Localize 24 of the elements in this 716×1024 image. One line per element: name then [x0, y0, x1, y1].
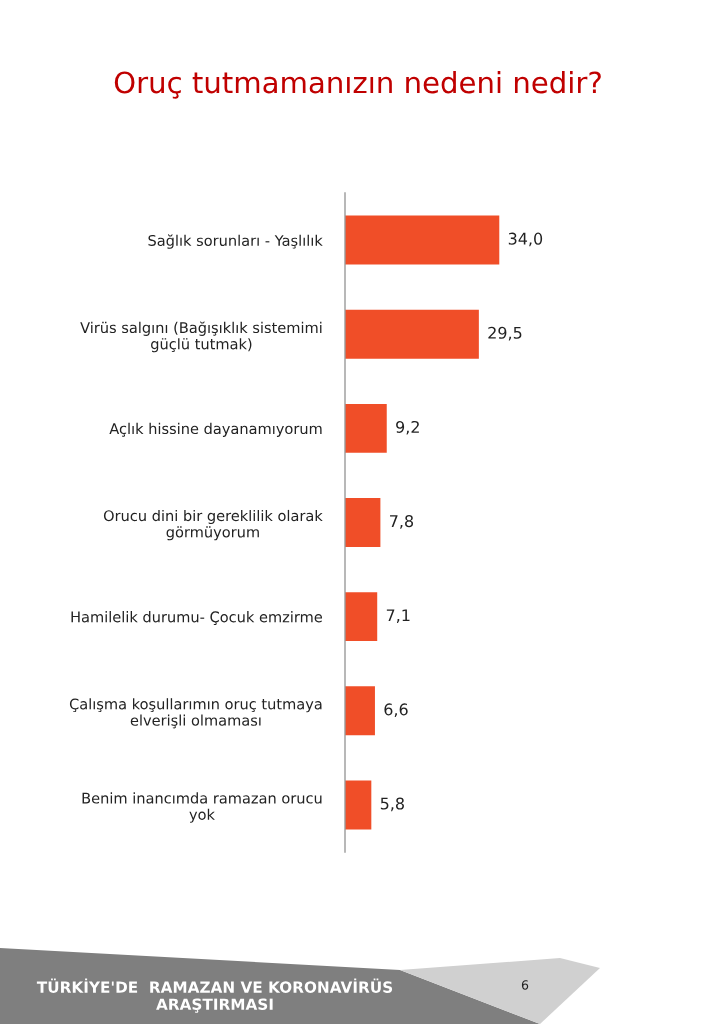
bar [345, 403, 387, 453]
text: 6 [521, 980, 529, 990]
y-tick-label: Hamilelik durumu- Çocuk emzirme [71, 611, 323, 625]
bar [345, 309, 479, 359]
bar [345, 498, 381, 547]
data-label: 5,8 [380, 797, 404, 812]
data-label: 29,5 [488, 326, 522, 341]
data-label: 6,6 [384, 703, 408, 718]
y-tick-label: Çalışma koşullarımın oruç tutmaya elverişli olmaması [69, 698, 322, 729]
data-label: 34,0 [508, 232, 543, 247]
bar [345, 215, 500, 265]
data-label: 9,2 [396, 420, 419, 435]
bar [345, 686, 375, 736]
data-label: 7,8 [390, 515, 414, 529]
chart-title: Oruç tutmamanızın nedeni nedir? [114, 70, 601, 99]
data-label: 7,1 [386, 609, 410, 623]
y-tick-label: Açlık hissine dayanamıyorum [109, 422, 322, 437]
y-tick-label: Benim inancımda ramazan orucu yok [82, 792, 322, 823]
y-tick-label: Sağlık sorunları - Yaşlılık [148, 234, 323, 249]
y-tick-label: Orucu dini bir gereklilik olarak görmüyorum [103, 509, 323, 541]
bar [345, 780, 372, 830]
text: TÜRKİYE'DE RAMAZAN VE KORONAVİRÜS ARAŞTIRMASI [36, 978, 393, 1013]
y-tick-label: Virüs salgını (Bağışıklık sistemimi güçlü tutmak) [80, 321, 322, 353]
bar [345, 592, 378, 642]
